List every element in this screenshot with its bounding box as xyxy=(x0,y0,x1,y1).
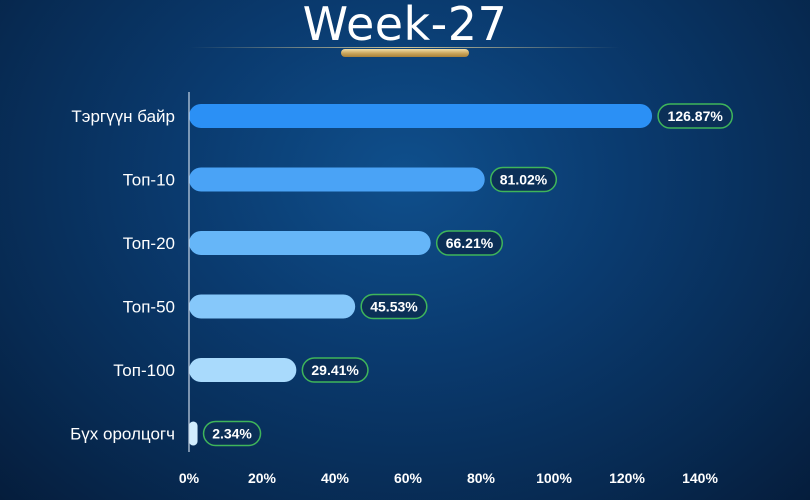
title-accent-bar xyxy=(341,49,469,57)
x-tick-label: 0% xyxy=(179,470,200,486)
value-label: 126.87% xyxy=(668,108,724,124)
category-label: Топ-50 xyxy=(123,298,175,317)
bars-layer xyxy=(189,104,653,446)
chart-title: Week-27 xyxy=(302,0,508,51)
x-tick-label: 60% xyxy=(394,470,423,486)
value-label-pill xyxy=(657,103,734,129)
bar xyxy=(189,294,356,319)
bar xyxy=(189,358,297,382)
category-label: Топ-20 xyxy=(123,234,175,253)
value-label-pill xyxy=(360,293,428,320)
category-label: Топ-100 xyxy=(113,361,175,380)
value-label: 66.21% xyxy=(446,235,494,251)
bar xyxy=(189,167,485,192)
value-label-pill xyxy=(301,357,369,383)
value-label: 29.41% xyxy=(311,362,359,378)
x-tick-label: 80% xyxy=(467,470,496,486)
category-label: Тэргүүн байр xyxy=(71,107,175,126)
x-tick-label: 120% xyxy=(609,470,645,486)
value-label: 81.02% xyxy=(500,172,548,188)
bar xyxy=(189,231,431,255)
x-tick-label: 100% xyxy=(536,470,572,486)
bar xyxy=(189,104,653,128)
category-label: Бүх оролцогч xyxy=(70,425,175,444)
bar xyxy=(189,421,198,446)
value-label-pill xyxy=(202,420,262,447)
category-labels: Тэргүүн байр Топ-10 Топ-20 Топ-50 Топ-100 Бүх… xyxy=(70,107,175,444)
value-label: 2.34% xyxy=(212,426,252,442)
x-tick-label: 20% xyxy=(248,470,277,486)
value-label-pill xyxy=(435,230,504,256)
value-labels: 126.87% 81.02% 66.21% 45.53% 29.41% 2.34% xyxy=(202,103,734,447)
category-label: Топ-10 xyxy=(123,171,175,190)
value-label-pill xyxy=(489,166,558,193)
title-underline xyxy=(190,47,620,48)
value-label: 45.53% xyxy=(370,299,418,315)
x-tick-label: 40% xyxy=(321,470,350,486)
x-tick-label: 140% xyxy=(682,470,718,486)
x-tick-labels: 0% 20% 40% 60% 80% 100% 120% 140% xyxy=(179,470,719,486)
